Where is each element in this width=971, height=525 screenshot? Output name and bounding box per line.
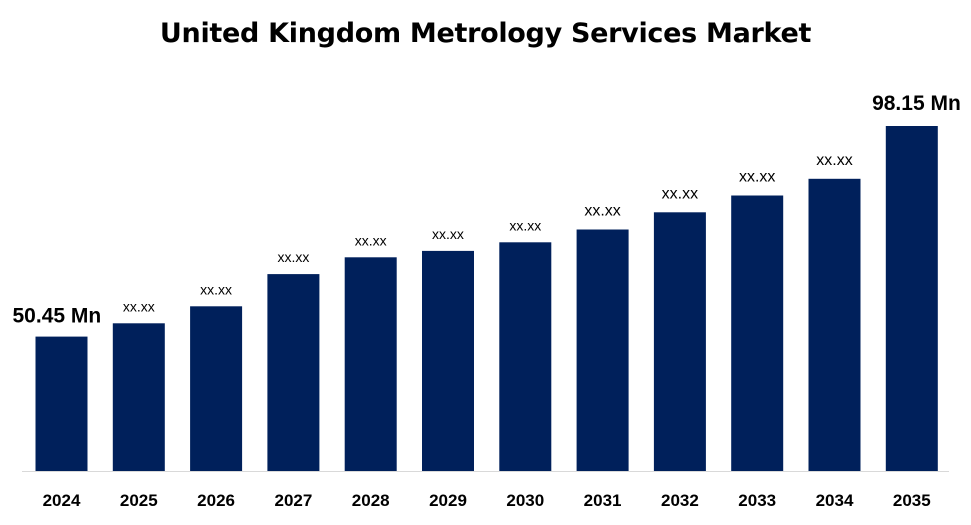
data-label-2029: xx.xx	[432, 226, 464, 242]
x-tick-label-2024: 2024	[43, 491, 81, 510]
data-labels: 50.45 Mn xx.xx xx.xx xx.xx xx.xx xx.xx xx.xx xx…	[13, 92, 961, 328]
data-label-2028: xx.xx	[355, 232, 387, 248]
data-label-2030: xx.xx	[509, 217, 541, 233]
bar-2034	[808, 178, 861, 472]
x-tick-label-2033: 2033	[738, 491, 776, 510]
bar-2033	[731, 195, 784, 471]
data-label-2034: xx.xx	[816, 152, 852, 169]
bar-2026	[190, 306, 243, 471]
x-tick-labels: 2024 2025 2026 2027 2028 2029 2030 2031 2032 2033…	[43, 491, 931, 510]
bar-2028	[344, 257, 397, 471]
bar-2027	[267, 274, 320, 471]
data-label-2024: 50.45 Mn	[13, 305, 102, 328]
x-tick-label-2031: 2031	[584, 491, 622, 510]
data-label-2025: xx.xx	[123, 298, 155, 314]
data-label-2033: xx.xx	[739, 169, 775, 186]
bar-2029	[422, 250, 474, 471]
x-tick-label-2028: 2028	[352, 491, 390, 510]
data-label-2032: xx.xx	[662, 185, 698, 202]
bar-2025	[112, 323, 165, 471]
bar-2035	[885, 126, 938, 471]
x-tick-label-2034: 2034	[816, 491, 854, 510]
data-label-2031: xx.xx	[584, 203, 620, 220]
x-tick-label-2029: 2029	[429, 491, 467, 510]
x-tick-label-2026: 2026	[197, 491, 235, 510]
x-tick-label-2030: 2030	[506, 491, 544, 510]
bar-2030	[499, 242, 552, 471]
x-tick-label-2027: 2027	[274, 491, 312, 510]
data-label-2035: 98.15 Mn	[872, 92, 961, 115]
bar-2031	[576, 229, 629, 471]
data-label-2027: xx.xx	[277, 249, 309, 265]
x-tick-label-2032: 2032	[661, 491, 699, 510]
bar-2024	[35, 336, 88, 471]
bar-2032	[653, 212, 706, 472]
x-tick-label-2025: 2025	[120, 491, 158, 510]
bars-layer	[35, 126, 938, 472]
x-tick-label-2035: 2035	[893, 491, 931, 510]
data-label-2026: xx.xx	[200, 281, 232, 297]
chart-title: United Kingdom Metrology Services Market	[159, 18, 812, 49]
